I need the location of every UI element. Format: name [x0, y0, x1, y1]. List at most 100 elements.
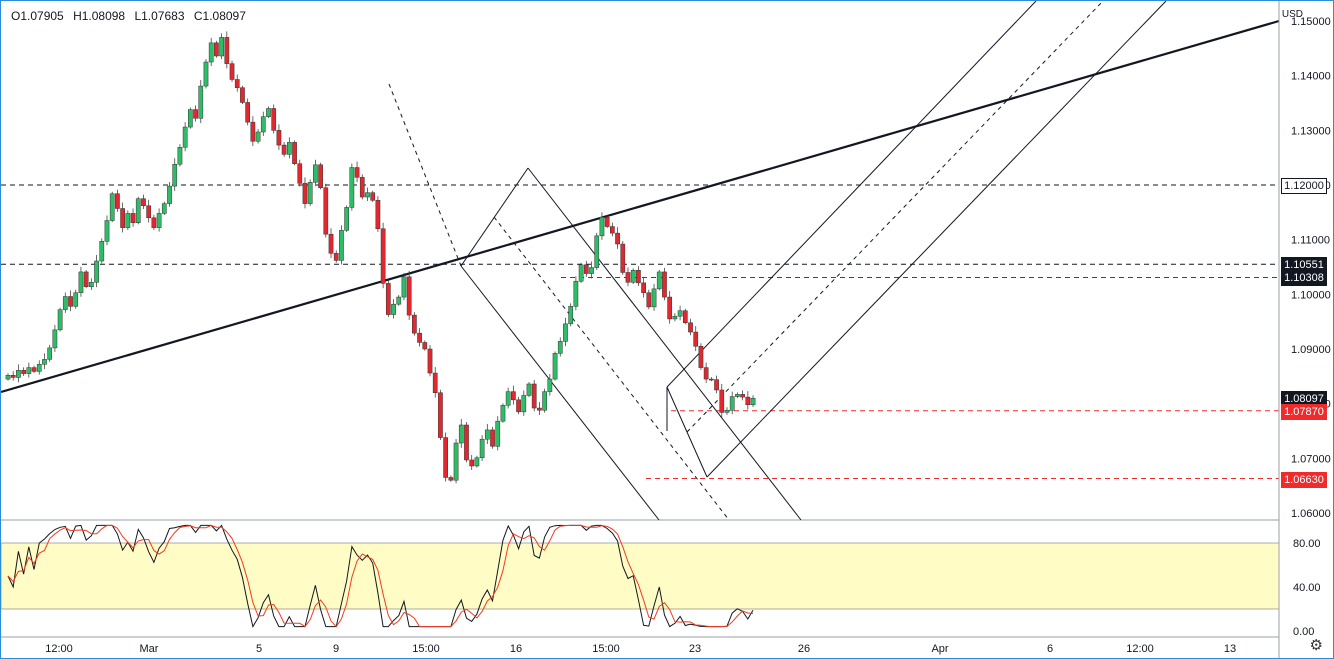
time-tick-label: 13: [1224, 643, 1236, 655]
stoch-d-line: [7, 524, 754, 628]
close-value: C1.08097: [193, 9, 246, 23]
candle-down: [380, 228, 386, 284]
channel-upper[interactable]: [527, 167, 802, 521]
candle-up: [724, 409, 730, 413]
candle-down: [412, 314, 417, 334]
candle-up: [260, 116, 266, 133]
candle-up: [167, 185, 172, 204]
candle-up: [542, 391, 547, 411]
horizontal-levels[interactable]: [1, 184, 1279, 480]
price-tick-label: 1.09000: [1291, 344, 1331, 356]
time-tick-label: Apr: [931, 643, 948, 655]
pitchfork-handle[interactable]: [388, 83, 462, 267]
candle-up: [568, 306, 574, 325]
rising-channel-base[interactable]: [666, 386, 708, 478]
candle-up: [563, 323, 568, 342]
channel-base[interactable]: [460, 167, 529, 267]
candle-up: [526, 383, 532, 396]
candle-up: [219, 37, 224, 57]
time-tick-label: 12:00: [45, 643, 73, 655]
candle-up: [94, 260, 99, 283]
price-tick-label: 1.06000: [1291, 508, 1331, 520]
candle-up: [62, 296, 68, 310]
candle-up: [89, 282, 94, 287]
trend-drawings[interactable]: [1, 1, 1280, 521]
high-value: H1.08098: [73, 9, 126, 23]
candle-up: [656, 271, 662, 290]
candle-up: [729, 396, 735, 411]
candle-up: [589, 267, 594, 274]
stochastic-oscillator: [7, 524, 754, 628]
candle-down: [604, 217, 610, 227]
candle-down: [318, 164, 323, 188]
candle-down: [146, 205, 152, 219]
candle-up: [578, 264, 584, 282]
candle-up: [672, 315, 678, 320]
candle-up: [651, 288, 657, 308]
candle-down: [406, 276, 412, 316]
candle-down: [193, 109, 198, 119]
candle-down: [443, 437, 448, 478]
stoch-k-line: [7, 524, 754, 628]
candle-down: [625, 272, 631, 283]
price-tick-label: 1.07000: [1291, 453, 1331, 465]
candle-down: [740, 394, 745, 398]
candle-down: [646, 292, 652, 308]
candle-down: [620, 243, 626, 273]
candle-up: [104, 220, 110, 242]
candle-down: [422, 342, 428, 350]
candle-up: [313, 164, 318, 183]
time-tick-label: Mar: [140, 643, 159, 655]
candle-up: [365, 192, 370, 198]
time-tick-label: 23: [689, 643, 701, 655]
candle-up: [172, 163, 178, 187]
candle-up: [182, 126, 188, 148]
candle-down: [615, 232, 620, 245]
price-label-level-1-12000: 1.12000: [1281, 178, 1327, 194]
candle-up: [47, 347, 53, 360]
candle-up: [5, 374, 11, 380]
candle-down: [583, 264, 589, 274]
candle-up: [630, 270, 636, 283]
candle-up: [573, 280, 579, 307]
price-label-level-1-07870: 1.07870: [1281, 403, 1327, 420]
candle-up: [286, 142, 292, 155]
currency-label[interactable]: USD: [1281, 9, 1303, 20]
candle-down: [10, 374, 16, 378]
candle-up: [500, 405, 506, 422]
channel-lower[interactable]: [460, 265, 660, 521]
candle-down: [636, 270, 641, 284]
candle-down: [385, 283, 391, 315]
candle-up: [177, 147, 183, 165]
candle-up: [391, 303, 396, 315]
price-label-level-1-10308: 1.10308: [1281, 270, 1327, 287]
candle-down: [245, 102, 251, 123]
rising-channel-upper[interactable]: [666, 1, 1037, 388]
time-tick-label: 15:00: [592, 643, 620, 655]
candle-down: [641, 282, 646, 293]
candle-up: [135, 198, 141, 223]
channel-median[interactable]: [493, 216, 730, 521]
candle-up: [52, 329, 58, 349]
candle-up: [57, 309, 63, 331]
candle-up: [73, 292, 79, 307]
time-tick-label: 16: [510, 643, 522, 655]
candle-down: [438, 392, 443, 438]
candle-up: [594, 235, 600, 268]
long-trendline[interactable]: [1, 19, 1280, 394]
rising-channel-median[interactable]: [686, 1, 1104, 433]
rising-channel-lower[interactable]: [706, 1, 1167, 478]
candle-down: [745, 396, 751, 406]
candle-up: [36, 364, 42, 372]
candle-down: [276, 130, 282, 146]
candle-down: [693, 331, 699, 347]
price-tick-label: 1.10000: [1291, 289, 1331, 301]
price-tick-label: 1.15000: [1291, 16, 1331, 28]
candle-down: [359, 177, 365, 198]
candle-down: [292, 142, 297, 164]
gear-icon[interactable]: ⚙: [1309, 637, 1323, 654]
time-tick-label: 6: [1047, 643, 1053, 655]
